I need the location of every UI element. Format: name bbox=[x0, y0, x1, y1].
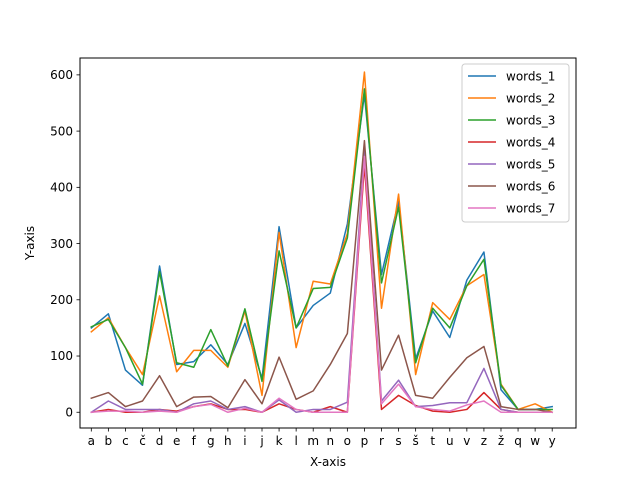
y-axis-label: Y-axis bbox=[23, 226, 37, 261]
x-tick-label: e bbox=[173, 434, 180, 448]
x-tick-label: ž bbox=[498, 434, 504, 448]
x-tick-label: š bbox=[413, 434, 419, 448]
x-tick-label: o bbox=[344, 434, 351, 448]
y-tick-label: 400 bbox=[50, 181, 73, 195]
x-tick-label: l bbox=[294, 434, 297, 448]
series-line-words_3 bbox=[90, 88, 553, 411]
legend-label-words_6: words_6 bbox=[506, 180, 555, 194]
legend-label-words_1: words_1 bbox=[506, 70, 555, 84]
plot-frame bbox=[79, 57, 577, 429]
x-tick-label: c bbox=[122, 434, 129, 448]
x-tick-label: č bbox=[139, 434, 146, 448]
legend-label-words_2: words_2 bbox=[506, 92, 555, 106]
x-tick-label: p bbox=[361, 434, 369, 448]
x-tick-label: u bbox=[446, 434, 454, 448]
y-tick-label: 300 bbox=[50, 237, 73, 251]
x-tick-label: v bbox=[463, 434, 470, 448]
x-axis-label: X-axis bbox=[310, 455, 346, 469]
x-tick-label: t bbox=[430, 434, 435, 448]
y-tick-label: 200 bbox=[50, 293, 73, 307]
x-tick-label: m bbox=[307, 434, 319, 448]
x-tick-label: i bbox=[243, 434, 246, 448]
series-line-words_7 bbox=[90, 155, 553, 414]
x-tick-label: k bbox=[276, 434, 283, 448]
legend-label-words_4: words_4 bbox=[506, 136, 555, 150]
x-tick-label: j bbox=[259, 434, 263, 448]
x-tick-label: h bbox=[224, 434, 232, 448]
y-axis: 0 100 200 300 400 500 600 bbox=[50, 68, 80, 419]
x-tick-label: w bbox=[530, 434, 540, 448]
series-line-words_5 bbox=[90, 147, 553, 414]
legend-label-words_7: words_7 bbox=[506, 202, 555, 216]
series-layer bbox=[90, 71, 554, 414]
x-tick-label: y bbox=[549, 434, 556, 448]
y-tick-label: 0 bbox=[65, 405, 73, 419]
x-tick-label: q bbox=[514, 434, 522, 448]
x-tick-label: f bbox=[192, 434, 197, 448]
x-tick-label: z bbox=[481, 434, 487, 448]
y-tick-label: 600 bbox=[50, 68, 73, 82]
x-tick-label: n bbox=[326, 434, 334, 448]
legend-box bbox=[461, 63, 570, 223]
x-tick-label: g bbox=[207, 434, 215, 448]
y-tick-label: 100 bbox=[50, 349, 73, 363]
x-tick-label: a bbox=[88, 434, 95, 448]
legend-label-words_3: words_3 bbox=[506, 114, 555, 128]
legend: words_1 words_2 words_3 words_4 words_5words… bbox=[461, 63, 570, 223]
x-tick-label: b bbox=[105, 434, 113, 448]
series-line-words_2 bbox=[90, 71, 554, 414]
legend-label-words_5: words_5 bbox=[506, 158, 555, 172]
x-tick-label: d bbox=[156, 434, 164, 448]
x-tick-label: s bbox=[395, 434, 401, 448]
series-line-words_6 bbox=[90, 139, 554, 414]
y-tick-label: 500 bbox=[50, 124, 73, 138]
x-tick-label: r bbox=[379, 434, 384, 448]
